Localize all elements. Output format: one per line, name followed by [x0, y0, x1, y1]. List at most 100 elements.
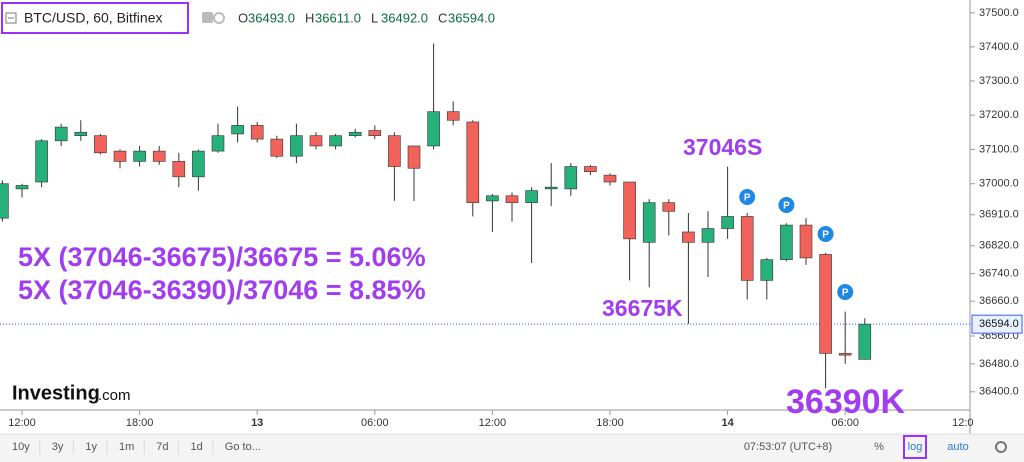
candle-body: [309, 135, 323, 147]
legend-key: L: [371, 10, 378, 25]
candle-body: [525, 190, 538, 203]
candle-body: [603, 174, 617, 183]
last-price-box: [971, 314, 1023, 334]
candle-body: [662, 202, 676, 212]
candle-body: [858, 323, 872, 360]
candle-body: [819, 254, 832, 354]
candle-body: [35, 140, 48, 183]
candle-body: [564, 166, 578, 190]
candle-body: [584, 166, 597, 172]
candle-body: [682, 231, 695, 243]
range-button[interactable]: 1d: [191, 441, 203, 453]
x-tick-label: 12:00: [479, 417, 507, 429]
annotation: 5X (37046-36390)/37046 = 8.85%: [18, 275, 426, 305]
candle-body: [740, 216, 754, 281]
range-button[interactable]: 10y: [12, 441, 30, 453]
candle-body: [113, 150, 127, 162]
position-marker[interactable]: [817, 226, 834, 242]
candle-body: [290, 135, 303, 157]
x-tick-label: 06:00: [831, 417, 859, 429]
log-button[interactable]: log: [908, 441, 923, 453]
candle-body: [838, 353, 852, 356]
clock: 07:53:07 (UTC+8): [744, 441, 832, 453]
position-marker-label[interactable]: P: [842, 288, 849, 299]
title-highlight: [1, 2, 189, 34]
range-button[interactable]: 7d: [156, 441, 168, 453]
y-tick-label: 37400.0: [979, 41, 1019, 53]
candle-body: [701, 228, 715, 243]
x-tick-label: 06:00: [361, 417, 389, 429]
y-tick-label: 37200.0: [979, 109, 1019, 121]
candle-body: [780, 224, 793, 260]
y-tick-label: 37300.0: [979, 75, 1019, 87]
legend-value: 36611.0: [315, 10, 361, 25]
settings-button[interactable]: [995, 441, 1007, 453]
legend-key: H: [305, 10, 314, 25]
candle-body: [0, 183, 9, 219]
position-marker-label[interactable]: P: [783, 201, 790, 212]
candle-body: [760, 259, 774, 281]
y-tick-label: 36820.0: [979, 240, 1019, 252]
position-marker-label[interactable]: P: [822, 230, 829, 241]
candle-body: [642, 202, 656, 243]
candle-body: [152, 150, 166, 162]
range-button[interactable]: 1y: [85, 441, 97, 453]
position-marker[interactable]: [837, 284, 854, 300]
position-marker-label[interactable]: P: [744, 193, 751, 204]
position-marker[interactable]: [739, 189, 756, 205]
y-tick-label: 36480.0: [979, 358, 1019, 370]
position-marker[interactable]: [778, 197, 795, 213]
candle-body: [133, 150, 146, 162]
candle-body: [172, 161, 186, 178]
candle-body: [388, 135, 401, 167]
legend-value: 36594.0: [448, 10, 495, 25]
last-price-label: 36594.0: [979, 318, 1019, 330]
annotation: 37046S: [683, 134, 762, 160]
candle-body: [270, 138, 284, 157]
candle-body: [250, 125, 264, 140]
y-tick-label: 36400.0: [979, 386, 1019, 398]
watermark-brand: Investing: [12, 382, 100, 404]
watermark-suffix: .com: [98, 387, 131, 404]
legend-value: 36492.0: [381, 10, 428, 25]
candle-body: [231, 125, 244, 135]
y-tick-label: 36910.0: [979, 209, 1019, 221]
candle-body: [348, 131, 362, 136]
candle-body: [407, 145, 421, 169]
candle-body: [427, 111, 440, 147]
range-button[interactable]: 1m: [119, 441, 134, 453]
candle-body: [505, 195, 519, 203]
chart-title: BTC/USD, 60, Bitfinex: [24, 10, 163, 26]
annotation: 5X (37046-36675)/36675 = 5.06%: [18, 242, 426, 272]
x-tick-label: 12:00: [8, 417, 36, 429]
settings-icon[interactable]: [213, 12, 225, 24]
percent-button[interactable]: %: [874, 441, 884, 453]
candle-body: [15, 185, 29, 190]
collapse-icon[interactable]: [5, 12, 17, 24]
y-tick-label: 37500.0: [979, 7, 1019, 19]
candle-body: [721, 216, 734, 229]
log-highlight: [903, 435, 927, 459]
candle-body: [368, 130, 382, 136]
candle-body: [623, 181, 636, 240]
goto-button[interactable]: Go to...: [225, 441, 261, 453]
candle-body: [94, 135, 107, 154]
x-tick-label: 14: [721, 417, 734, 429]
range-button[interactable]: 3y: [52, 441, 64, 453]
eye-icon[interactable]: [202, 12, 213, 23]
x-tick-label: 13: [251, 417, 263, 429]
candle-body: [192, 150, 205, 178]
candle-body: [211, 135, 225, 152]
candle-body: [329, 135, 342, 147]
legend-key: O: [238, 10, 248, 25]
annotation: 36675K: [602, 295, 683, 321]
y-tick-label: 37000.0: [979, 178, 1019, 190]
y-tick-label: 37100.0: [979, 143, 1019, 155]
toolbar: [0, 434, 1024, 462]
x-tick-label: 18:00: [596, 417, 624, 429]
y-tick-label: 36660.0: [979, 295, 1019, 307]
annotation: 36390K: [786, 383, 906, 421]
auto-button[interactable]: auto: [947, 441, 968, 453]
